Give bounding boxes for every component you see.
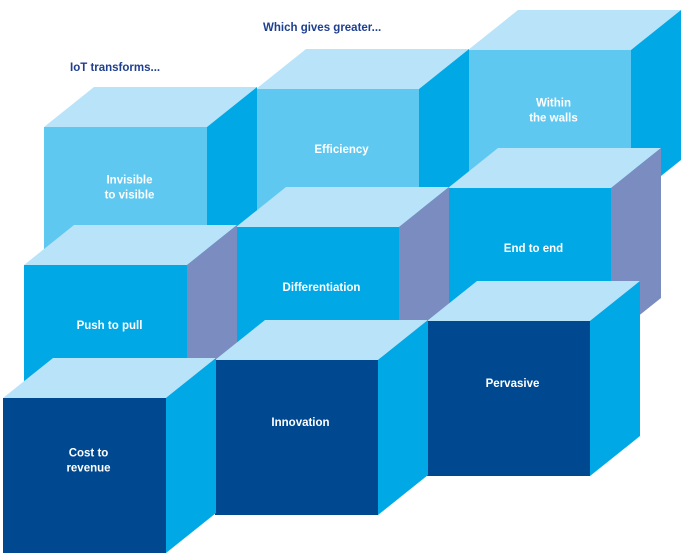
cube-front-face [215,360,378,515]
cube-top-face [215,320,428,360]
cube-label-line: revenue [66,463,110,475]
cube-label-push-to-pull: Push to pull [77,320,143,332]
cube-label-differentiation: Differentiation [283,282,361,294]
cube-top-face [448,148,661,188]
cube-front-face [3,398,166,553]
cube-top-face [256,49,469,89]
cube-innovation: Innovation [215,320,428,515]
cube-label-line: Efficiency [314,144,369,156]
cube-side-face [378,320,428,515]
heading-iot-transforms: IoT transforms... [70,62,160,74]
cube-label-line: End to end [504,243,563,255]
cube-top-face [427,281,640,321]
cube-label-within-the-walls: Within the walls [529,98,578,125]
cube-label-line: Push to pull [77,320,143,332]
cube-side-face [590,281,640,476]
cube-front-face [427,321,590,476]
cube-label-line: the walls [529,113,578,125]
cube-label-line: Within [536,98,571,110]
cube-pervasive: Pervasive [427,281,640,476]
cube-top-face [24,225,237,265]
cube-top-face [468,10,681,50]
cube-label-efficiency: Efficiency [314,144,369,156]
heading-which-gives-greater: Which gives greater... [263,22,381,34]
cube-label-end-to-end: End to end [504,243,563,255]
cube-label-line: Differentiation [283,282,361,294]
cube-label-line: to visible [105,190,155,202]
cube-top-face [44,87,257,127]
cube-label-line: Pervasive [486,378,540,390]
cube-label-invisible-to-visible: Invisible to visible [105,175,155,202]
cube-label-line: Invisible [106,175,152,187]
cube-label-innovation: Innovation [271,417,329,429]
cube-label-pervasive: Pervasive [486,378,540,390]
cube-top-face [3,358,216,398]
cube-top-face [236,187,449,227]
cube-label-line: Innovation [271,417,329,429]
cube-label-line: Cost to [69,448,109,460]
cube-label-cost-to-revenue: Cost to revenue [66,448,110,475]
cube-cost-to-revenue: Cost to revenue [3,358,216,553]
cube-side-face [166,358,216,553]
cube-grid: Within the walls Efficiency Invisible to vis… [3,10,681,553]
